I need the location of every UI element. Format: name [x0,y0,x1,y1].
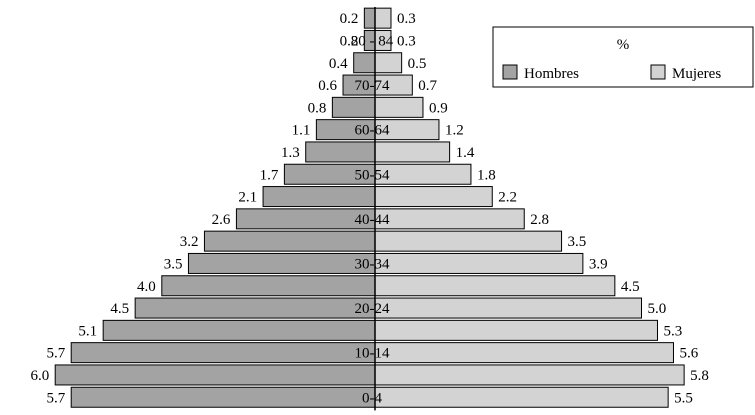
legend-swatch-hombres [502,64,518,80]
value-label-mujeres: 4.5 [621,279,640,295]
bar-hombres-0-4 [70,386,376,408]
value-label-mujeres: 0.3 [397,11,416,27]
value-label-hombres: 1.3 [281,145,300,161]
age-group-labels: 80 - 84 70-74 60-64 50-54 40-44 30-34 20-24 10-… [351,33,394,406]
value-label-hombres: 1.1 [292,123,311,139]
bar-mujeres-5-9 [374,364,685,386]
age-label: 0-4 [362,390,382,406]
value-label-mujeres: 2.8 [530,212,549,228]
value-label-hombres: 3.5 [164,256,183,272]
value-label-mujeres: 1.4 [456,145,475,161]
value-label-hombres: 5.1 [78,323,97,339]
value-label-mujeres: 1.8 [477,167,496,183]
bar-hombres-25-29 [161,275,376,297]
value-label-mujeres: 2.2 [498,190,517,206]
bar-hombres-85+ [363,7,376,29]
value-label-mujeres: 3.5 [568,234,587,250]
value-label-mujeres: 5.3 [663,323,682,339]
value-label-mujeres: 3.9 [589,256,608,272]
hombres-bars [54,7,376,408]
value-label-hombres: 0.2 [340,33,359,49]
hombres-value-labels: 0.2 0.2 0.4 0.6 0.8 1.1 1.31.72.1 2.6 3.2 3.5 4.0 4… [30,11,358,406]
bar-hombres-10-14 [70,342,376,364]
bar-mujeres-0-4 [374,386,669,408]
value-label-mujeres: 5.6 [679,346,698,362]
bar-hombres-20-24 [134,297,376,319]
value-label-mujeres: 5.8 [690,368,709,384]
bar-hombres-5-9 [54,364,376,386]
bar-hombres-15-19 [102,319,376,341]
bar-mujeres-25-29 [374,275,616,297]
age-label: 20-24 [355,301,390,317]
bar-mujeres-45-49 [374,186,493,208]
value-label-hombres: 1.7 [260,167,279,183]
bar-hombres-30-34 [187,252,376,274]
bar-hombres-55-59 [305,141,376,163]
bar-mujeres-10-14 [374,342,674,364]
value-label-hombres: 5.7 [46,390,65,406]
bar-hombres-65-69 [331,96,376,118]
value-label-hombres: 0.2 [340,11,359,27]
age-label: 50-54 [355,167,390,183]
bar-mujeres-30-34 [374,252,584,274]
legend-swatch-mujeres [650,64,666,80]
bar-mujeres-55-59 [374,141,451,163]
mujeres-bars [374,7,685,408]
legend-box [492,26,754,88]
value-label-hombres: 6.0 [30,368,49,384]
age-label: 10-14 [355,346,390,362]
bar-hombres-35-39 [203,230,376,252]
value-label-mujeres: 5.5 [674,390,693,406]
mujeres-value-labels: 0.3 0.3 0.5 0.7 0.9 1.2 1.41.82.2 2.8 3.53.9 4.5 5… [397,11,709,406]
age-label: 70-74 [355,78,390,94]
age-label: 30-34 [355,256,390,272]
legend-label-hombres: Hombres [524,66,579,82]
value-label-mujeres: 0.9 [429,100,448,116]
legend: % Hombres Mujeres [492,26,754,88]
bar-mujeres-40-44 [374,208,525,230]
value-label-hombres: 2.1 [238,190,257,206]
value-label-hombres: 0.6 [318,78,337,94]
bar-mujeres-65-69 [374,96,424,118]
bar-mujeres-15-19 [374,319,658,341]
value-label-hombres: 3.2 [180,234,199,250]
bar-mujeres-35-39 [374,230,563,252]
value-label-hombres: 5.7 [46,346,65,362]
bar-mujeres-85+ [374,7,392,29]
bar-hombres-75-79 [353,52,376,74]
age-label: 80 - 84 [351,33,394,49]
bar-mujeres-20-24 [374,297,642,319]
value-label-hombres: 4.0 [137,279,156,295]
legend-label-mujeres: Mujeres [672,66,721,82]
bar-hombres-45-49 [262,186,376,208]
value-label-mujeres: 0.3 [397,33,416,49]
value-label-hombres: 0.8 [308,100,327,116]
bar-mujeres-75-79 [374,52,403,74]
value-label-mujeres: 0.5 [408,56,427,72]
value-label-mujeres: 5.0 [648,301,667,317]
value-label-hombres: 0.4 [329,56,348,72]
value-label-mujeres: 0.7 [418,78,437,94]
value-label-hombres: 4.5 [110,301,129,317]
legend-title: % [617,37,630,53]
age-label: 40-44 [355,212,390,228]
age-label: 60-64 [355,123,390,139]
value-label-hombres: 2.6 [212,212,231,228]
value-label-mujeres: 1.2 [445,123,464,139]
